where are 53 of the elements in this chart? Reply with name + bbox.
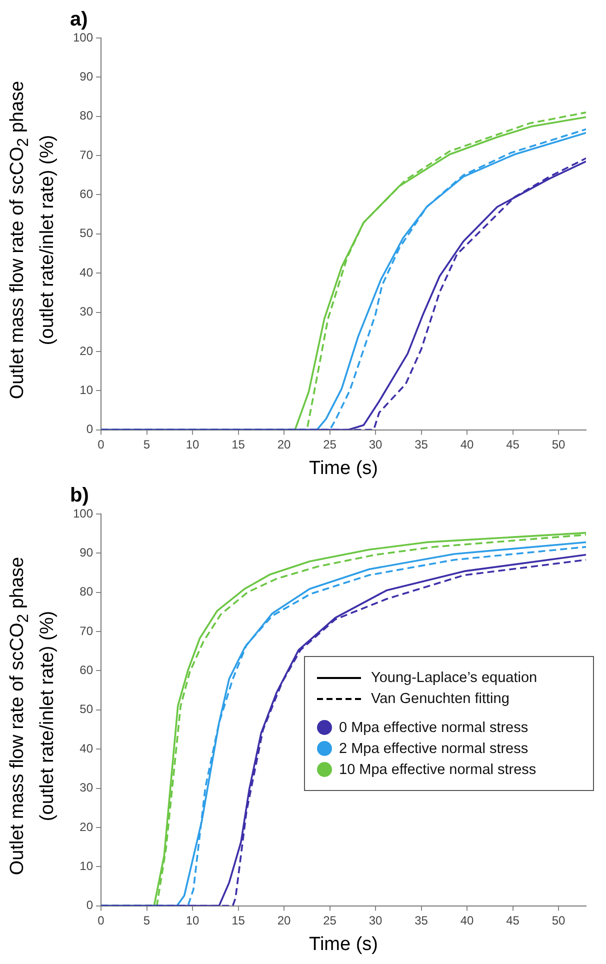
- x-tick-label: 25: [323, 913, 337, 928]
- y-tick-label: 30: [80, 304, 94, 319]
- x-tick-label: 10: [186, 437, 200, 452]
- x-tick-label: 40: [460, 437, 474, 452]
- y-tick-label: 100: [72, 30, 94, 44]
- x-tick-label: 0: [98, 913, 105, 928]
- x-tick-label: 10: [186, 913, 200, 928]
- annotation: Van Genuchten fitting: [371, 690, 510, 706]
- x-tick-label: 0: [98, 437, 105, 452]
- y-tick-label: 30: [80, 780, 94, 795]
- y-tick-label: 20: [80, 820, 94, 834]
- x-tick-label: 50: [552, 437, 566, 452]
- annotation: 2 Mpa effective normal stress: [339, 740, 528, 756]
- x-tick-label: 35: [414, 437, 428, 452]
- x-tick-label: 30: [368, 437, 383, 452]
- y-tick-label: 40: [80, 265, 94, 280]
- y-tick-label: 50: [80, 226, 94, 240]
- chart-title: b): [70, 484, 89, 507]
- annotation: 0 Mpa effective normal stress: [339, 720, 528, 736]
- y-tick-label: 40: [80, 741, 94, 756]
- x-tick-label: 20: [277, 437, 292, 452]
- x-tick-label: 5: [143, 913, 150, 928]
- x-axis-title: Time (s): [309, 934, 378, 955]
- annotation: 10 Mpa effective normal stress: [339, 762, 536, 778]
- x-tick-label: 15: [232, 913, 246, 928]
- y-tick-label: 50: [80, 702, 94, 716]
- x-tick-label: 45: [506, 913, 520, 928]
- x-tick-label: 25: [323, 437, 337, 452]
- x-tick-label: 20: [277, 913, 292, 928]
- y-tick-label: 10: [80, 858, 94, 873]
- y-tick-label: 80: [80, 584, 94, 599]
- y-tick-label: 80: [80, 108, 94, 123]
- y-tick-label: 100: [72, 506, 94, 520]
- y-tick-label: 90: [80, 545, 94, 560]
- y-tick-label: 10: [80, 382, 94, 397]
- y-tick-label: 70: [80, 148, 94, 162]
- y-tick-label: 60: [80, 187, 94, 202]
- chart-title: a): [70, 8, 88, 31]
- x-axis-title: Time (s): [309, 458, 378, 479]
- x-tick-label: 45: [506, 437, 520, 452]
- x-tick-label: 15: [232, 437, 246, 452]
- y-tick-label: 90: [80, 69, 94, 84]
- x-tick-label: 50: [552, 913, 566, 928]
- y-tick-label: 20: [80, 344, 94, 358]
- x-tick-label: 35: [414, 913, 428, 928]
- annotation: Young-Laplace’s equation: [371, 670, 538, 686]
- x-tick-label: 30: [368, 913, 383, 928]
- x-tick-label: 5: [143, 437, 150, 452]
- y-tick-label: 60: [80, 663, 94, 678]
- x-tick-label: 40: [460, 913, 474, 928]
- y-tick-label: 0: [86, 422, 94, 436]
- y-tick-label: 0: [86, 898, 94, 912]
- y-tick-label: 70: [80, 624, 94, 638]
